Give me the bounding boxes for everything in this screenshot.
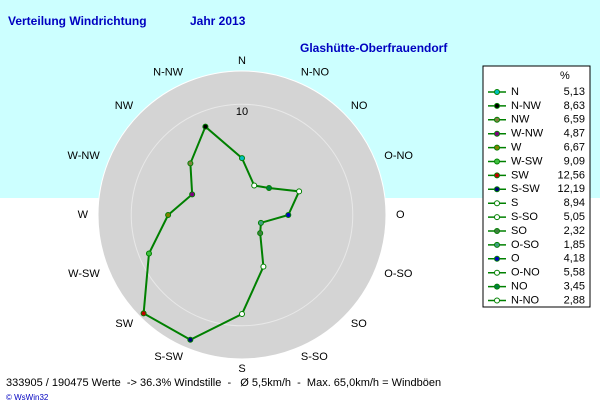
legend-label: W-SW <box>511 155 543 167</box>
legend-marker <box>494 102 500 109</box>
legend-label: S-SO <box>511 211 538 223</box>
legend-marker <box>494 255 500 262</box>
direction-label: O-NO <box>384 150 413 162</box>
point <box>257 219 264 226</box>
credit: © WsWin32 <box>6 393 49 402</box>
legend-value: 5,05 <box>564 211 585 223</box>
direction-label: NO <box>351 100 368 112</box>
legend-marker <box>494 241 500 248</box>
legend-marker <box>494 297 500 304</box>
direction-label: W-SW <box>68 268 100 280</box>
legend-value: 5,13 <box>564 86 585 98</box>
grid-circle <box>130 103 354 327</box>
direction-label: N-NO <box>301 67 330 79</box>
point <box>239 311 245 318</box>
legend-title: % <box>560 70 570 82</box>
legend-value: 4,87 <box>564 128 585 140</box>
legend-value: 8,94 <box>564 197 585 209</box>
point <box>187 160 194 167</box>
legend-marker <box>494 283 500 290</box>
legend-marker <box>494 200 500 207</box>
legend-label: O <box>511 253 520 265</box>
point <box>266 184 273 191</box>
chart-subtitle: Jahr 2013 <box>190 14 246 28</box>
chart-title: Verteilung Windrichtung <box>8 14 147 28</box>
legend-label: S-SW <box>511 183 540 195</box>
point <box>187 336 194 343</box>
point <box>239 155 245 162</box>
direction-label: O-SO <box>384 268 413 280</box>
direction-label: SW <box>115 318 133 330</box>
direction-label: NW <box>115 100 134 112</box>
point <box>145 250 152 257</box>
legend-value: 2,88 <box>564 294 585 306</box>
legend-label: O-NO <box>511 267 540 279</box>
legend-value: 6,59 <box>564 114 585 126</box>
legend-label: O-SO <box>511 239 540 251</box>
legend-label: NW <box>511 114 530 126</box>
legend-value: 3,45 <box>564 281 585 293</box>
point <box>202 123 209 130</box>
legend-value: 12,56 <box>557 169 585 181</box>
legend-marker <box>494 158 500 165</box>
legend-value: 12,19 <box>557 183 585 195</box>
direction-label: S-SW <box>154 351 183 363</box>
direction-label: W <box>78 209 89 221</box>
point <box>285 212 292 218</box>
legend-marker <box>494 214 500 221</box>
legend-marker <box>494 269 500 276</box>
direction-label: SO <box>351 318 367 330</box>
direction-label: S <box>238 363 245 375</box>
legend-value: 2,32 <box>564 225 585 237</box>
legend-marker <box>494 144 500 151</box>
direction-label: W-NW <box>68 150 101 162</box>
legend-marker <box>494 186 500 193</box>
legend-label: N <box>511 86 519 98</box>
legend-label: N-NO <box>511 294 540 306</box>
legend-label: NO <box>511 281 528 293</box>
legend-marker <box>494 172 500 179</box>
legend-value: 5,58 <box>564 267 585 279</box>
direction-label: O <box>396 209 405 221</box>
footer: 333905 / 190475 Werte -> 36.3% Windstill… <box>6 377 441 389</box>
point <box>189 191 196 198</box>
plot-area <box>97 70 387 360</box>
point <box>257 230 264 237</box>
direction-label: N-NW <box>153 67 184 79</box>
legend-marker <box>494 116 500 123</box>
legend-value: 6,67 <box>564 142 585 154</box>
legend-marker <box>494 130 500 137</box>
point <box>260 263 267 270</box>
legend-label: S <box>511 197 518 209</box>
legend-label: W-NW <box>511 128 544 140</box>
legend-label: SW <box>511 169 529 181</box>
legend-marker <box>494 89 500 95</box>
direction-label: S-SO <box>301 351 328 363</box>
station: Glashütte-Oberfrauendorf <box>300 41 448 55</box>
legend-value: 9,09 <box>564 155 585 167</box>
legend-value: 1,85 <box>564 239 585 251</box>
legend-value: 4,18 <box>564 253 585 265</box>
legend-label: SO <box>511 225 527 237</box>
r-tick-label: 10 <box>236 106 248 118</box>
legend-value: 8,63 <box>564 100 585 112</box>
legend-marker <box>494 228 500 234</box>
legend-label: N-NW <box>511 100 542 112</box>
point <box>296 188 303 195</box>
point <box>140 310 147 317</box>
point <box>251 182 258 189</box>
direction-label: N <box>238 55 246 67</box>
legend-label: W <box>511 142 522 154</box>
point <box>165 212 172 218</box>
